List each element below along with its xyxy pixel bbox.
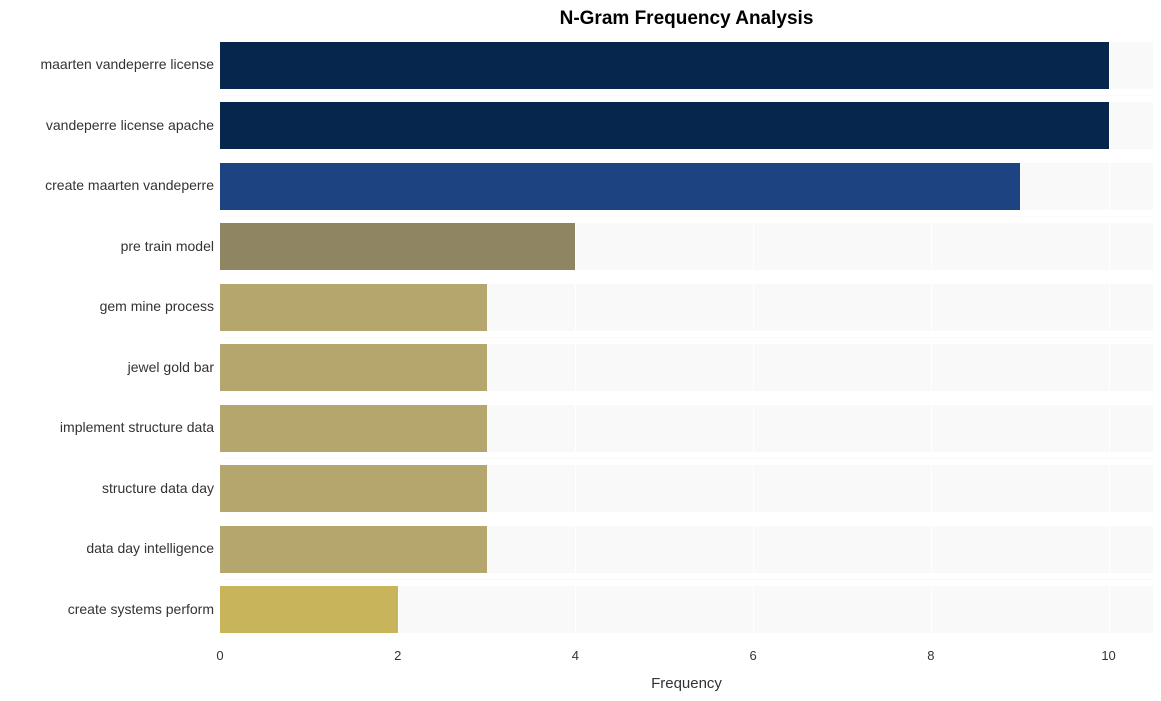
bar bbox=[220, 526, 487, 573]
row-gap bbox=[220, 35, 1153, 42]
x-tick-label: 2 bbox=[394, 648, 401, 663]
row-gap bbox=[220, 452, 1153, 459]
bar bbox=[220, 586, 398, 633]
row-gap bbox=[220, 633, 1153, 640]
row-gap bbox=[220, 512, 1153, 519]
row-gap bbox=[220, 210, 1153, 217]
bar bbox=[220, 465, 487, 512]
row-gap bbox=[220, 391, 1153, 398]
chart-title: N-Gram Frequency Analysis bbox=[220, 8, 1153, 30]
bar bbox=[220, 163, 1020, 210]
row-gap bbox=[220, 459, 1153, 466]
bar bbox=[220, 42, 1109, 89]
chart-container: N-Gram Frequency Analysis Frequency 0 2 4 6… bbox=[0, 0, 1161, 701]
bar bbox=[220, 102, 1109, 149]
y-tick-label: implement structure data bbox=[60, 419, 214, 435]
row-gap bbox=[220, 519, 1153, 526]
plot-area bbox=[220, 35, 1153, 640]
row-gap bbox=[220, 338, 1153, 345]
row-gap bbox=[220, 580, 1153, 587]
row-gap bbox=[220, 270, 1153, 277]
x-axis-label: Frequency bbox=[220, 675, 1153, 692]
x-tick-label: 0 bbox=[216, 648, 223, 663]
row-gap bbox=[220, 331, 1153, 338]
row-gap bbox=[220, 573, 1153, 580]
row-gap bbox=[220, 96, 1153, 103]
y-tick-label: create systems perform bbox=[68, 601, 214, 617]
row-gap bbox=[220, 217, 1153, 224]
bar bbox=[220, 405, 487, 452]
y-tick-label: structure data day bbox=[102, 480, 214, 496]
y-tick-label: maarten vandeperre license bbox=[40, 56, 214, 72]
row-gap bbox=[220, 277, 1153, 284]
row-gap bbox=[220, 398, 1153, 405]
y-tick-label: vandeperre license apache bbox=[46, 117, 214, 133]
bar bbox=[220, 344, 487, 391]
y-tick-label: data day intelligence bbox=[86, 540, 214, 556]
row-gap bbox=[220, 149, 1153, 156]
x-tick-label: 6 bbox=[750, 648, 757, 663]
y-tick-label: pre train model bbox=[121, 238, 214, 254]
row-gap bbox=[220, 89, 1153, 96]
y-tick-label: jewel gold bar bbox=[128, 359, 214, 375]
bar bbox=[220, 223, 575, 270]
bar bbox=[220, 284, 487, 331]
y-tick-label: gem mine process bbox=[100, 298, 214, 314]
row-gap bbox=[220, 156, 1153, 163]
x-tick-label: 10 bbox=[1101, 648, 1115, 663]
x-tick-label: 4 bbox=[572, 648, 579, 663]
x-tick-label: 8 bbox=[927, 648, 934, 663]
y-tick-label: create maarten vandeperre bbox=[45, 177, 214, 193]
